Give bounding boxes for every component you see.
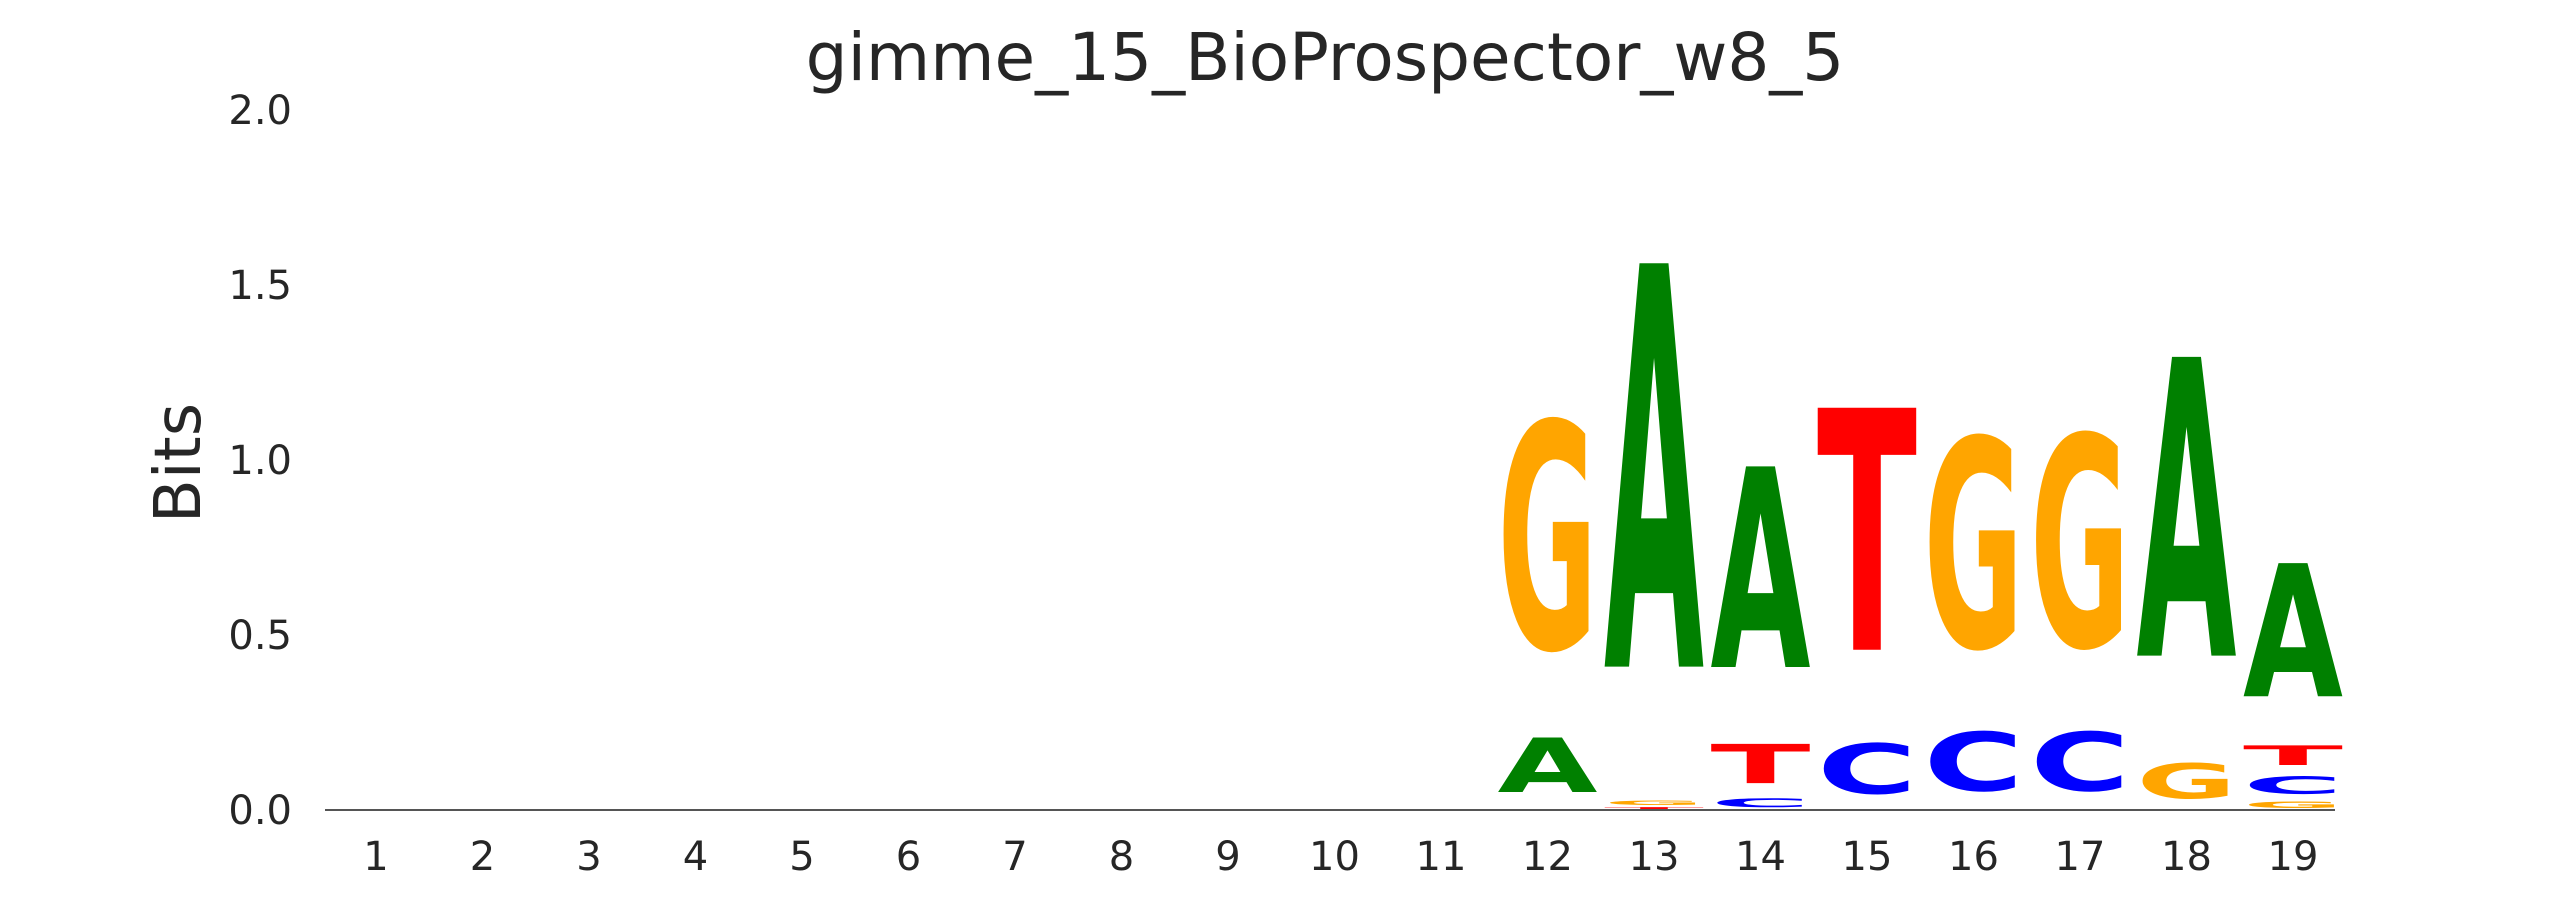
y-tick-label: 1.0 bbox=[228, 438, 292, 484]
logo-letter-c: C bbox=[1711, 796, 1811, 810]
logo-letter-a: A bbox=[2243, 528, 2343, 740]
y-tick-label: 0.0 bbox=[228, 788, 292, 834]
x-tick-label: 9 bbox=[1215, 834, 1240, 880]
x-tick-label: 19 bbox=[2268, 834, 2319, 880]
logo-letter-t: T bbox=[1711, 734, 1811, 796]
logo-letter-a: A bbox=[1498, 723, 1598, 810]
logo-letter-c: C bbox=[2243, 772, 2343, 800]
logo-letter-c: C bbox=[2030, 716, 2130, 810]
x-tick-label: 10 bbox=[1309, 834, 1360, 880]
x-tick-label: 16 bbox=[1948, 834, 1999, 880]
logo-letter-t: T bbox=[2243, 740, 2343, 771]
logo-letter-c: C bbox=[1817, 730, 1917, 810]
x-tick-label: 13 bbox=[1629, 834, 1680, 880]
x-tick-label: 5 bbox=[789, 834, 814, 880]
logo-letter-g: G bbox=[2030, 377, 2130, 715]
x-tick-label: 12 bbox=[1522, 834, 1573, 880]
y-tick-label: 2.0 bbox=[228, 88, 292, 134]
x-tick-label: 6 bbox=[896, 834, 921, 880]
x-tick-label: 1 bbox=[363, 834, 388, 880]
logo-letter-g: G bbox=[1498, 359, 1598, 721]
x-tick-label: 2 bbox=[470, 834, 495, 880]
logo-letter-c: C bbox=[1924, 716, 2024, 810]
logo-letter-a: A bbox=[1604, 153, 1705, 798]
logo-letter-g: G bbox=[2243, 800, 2343, 810]
x-tick-label: 11 bbox=[1416, 834, 1467, 880]
x-axis-ticks: 1 2 3 4 5 6 7 8 9 10 11 12 13 14 15 16 17 18 19 bbox=[363, 834, 2318, 880]
x-tick-label: 7 bbox=[1002, 834, 1027, 880]
logo-letter-g: G bbox=[1604, 800, 1704, 807]
x-tick-label: 4 bbox=[683, 834, 708, 880]
y-tick-label: 1.5 bbox=[228, 263, 292, 309]
y-axis-label: Bits bbox=[142, 403, 216, 523]
logo-letter-g: G bbox=[1924, 381, 2024, 716]
x-tick-label: 8 bbox=[1109, 834, 1134, 880]
chart-title: gimme_15_BioProspector_w8_5 bbox=[806, 19, 1845, 96]
logo-letter-t: T bbox=[1604, 807, 1704, 810]
logo-letter-a: A bbox=[2137, 275, 2238, 752]
logo-letter-t: T bbox=[1817, 342, 1918, 729]
logo-letter-g: G bbox=[2137, 754, 2237, 810]
x-tick-label: 18 bbox=[2161, 834, 2212, 880]
y-axis-ticks: 0.0 0.5 1.0 1.5 2.0 bbox=[228, 88, 292, 834]
logo-letter-a: A bbox=[1711, 411, 1811, 732]
x-tick-label: 15 bbox=[1842, 834, 1893, 880]
x-tick-label: 3 bbox=[576, 834, 601, 880]
x-tick-label: 17 bbox=[2055, 834, 2106, 880]
y-tick-label: 0.5 bbox=[228, 613, 292, 659]
x-tick-label: 14 bbox=[1735, 834, 1786, 880]
